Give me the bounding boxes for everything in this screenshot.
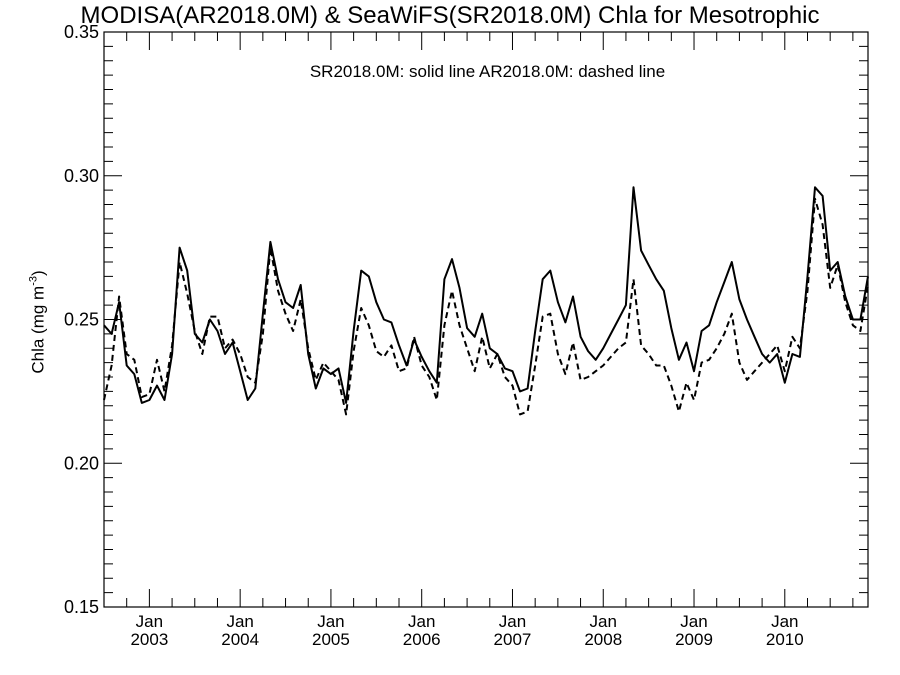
y-tick-label: 0.15 bbox=[64, 597, 99, 617]
x-tick-label-year: 2006 bbox=[403, 630, 441, 649]
x-tick-label-month: Jan bbox=[499, 612, 526, 631]
y-tick-label: 0.35 bbox=[64, 22, 99, 42]
series-line-dashed bbox=[103, 197, 869, 416]
x-tick-label-month: Jan bbox=[226, 612, 253, 631]
y-tick-label: 0.20 bbox=[64, 453, 99, 473]
x-tick-label-month: Jan bbox=[317, 612, 344, 631]
x-axis: Jan2003Jan2004Jan2005Jan2006Jan2007Jan20… bbox=[103, 32, 854, 649]
x-tick-label-month: Jan bbox=[680, 612, 707, 631]
series-line-solid bbox=[103, 186, 869, 404]
x-tick-label-year: 2009 bbox=[675, 630, 713, 649]
x-tick-label-month: Jan bbox=[771, 612, 798, 631]
line-style-annotation: SR2018.0M: solid line AR2018.0M: dashed … bbox=[309, 62, 666, 81]
series-group bbox=[103, 186, 869, 416]
x-tick-label-month: Jan bbox=[408, 612, 435, 631]
x-tick-label-year: 2007 bbox=[494, 630, 532, 649]
y-tick-label: 0.25 bbox=[64, 310, 99, 330]
x-tick-label-year: 2008 bbox=[584, 630, 622, 649]
x-tick-label-year: 2005 bbox=[312, 630, 350, 649]
x-tick-label-month: Jan bbox=[136, 612, 163, 631]
chart-title: MODISA(AR2018.0M) & SeaWiFS(SR2018.0M) C… bbox=[80, 2, 820, 29]
y-axis: 0.15 0.20 0.25 0.30 0.35 bbox=[64, 22, 868, 617]
x-tick-label-month: Jan bbox=[590, 612, 617, 631]
x-tick-label-year: 2004 bbox=[221, 630, 259, 649]
x-tick-label-year: 2003 bbox=[130, 630, 168, 649]
y-tick-label: 0.30 bbox=[64, 166, 99, 186]
x-tick-label-year: 2010 bbox=[766, 630, 804, 649]
